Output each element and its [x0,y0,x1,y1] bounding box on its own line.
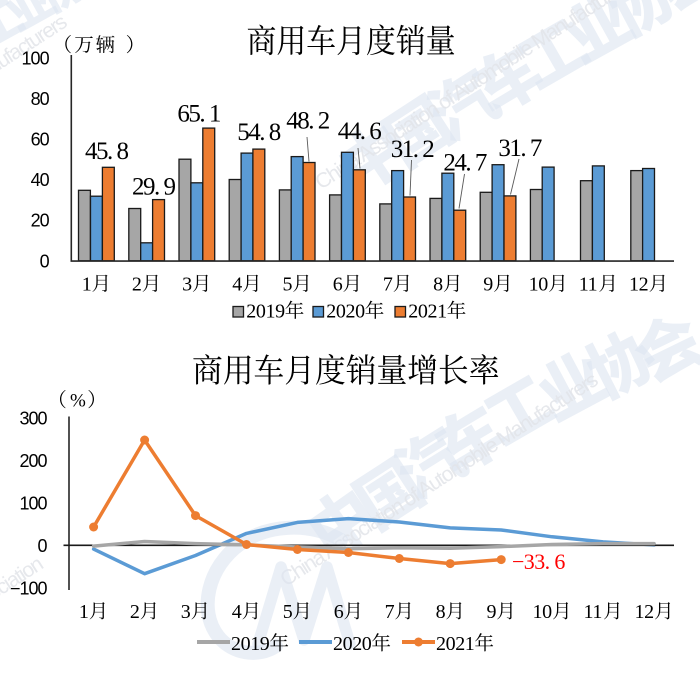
svg-text:5: 5 [283,601,293,623]
svg-text:−33. 6: −33. 6 [512,549,565,574]
svg-text:31. 7: 31. 7 [498,135,542,162]
svg-text:54. 8: 54. 8 [237,119,281,146]
svg-text:100: 100 [22,48,50,68]
svg-text:10: 10 [529,274,549,296]
svg-text:2019: 2019 [231,633,270,655]
svg-text:%: % [70,391,86,412]
svg-text:11: 11 [579,274,597,296]
svg-text:4: 4 [232,601,242,623]
svg-text:7: 7 [385,601,395,623]
svg-text:20: 20 [31,211,50,231]
svg-text:100: 100 [19,493,47,513]
svg-text:3: 3 [181,601,191,623]
svg-text:200: 200 [19,451,47,471]
svg-text:300: 300 [19,409,47,429]
svg-text:3: 3 [182,274,192,296]
svg-text:60: 60 [31,130,50,150]
svg-text:8: 8 [433,274,443,296]
svg-text:24. 7: 24. 7 [443,149,487,176]
svg-text:2020: 2020 [326,301,365,323]
svg-text:65. 1: 65. 1 [177,100,220,127]
svg-text:2021: 2021 [408,301,446,323]
svg-text:31. 2: 31. 2 [391,136,435,163]
svg-text:9: 9 [483,274,493,296]
svg-text:0: 0 [40,251,50,271]
svg-text:−100: −100 [10,578,48,598]
svg-text:2: 2 [132,274,142,296]
svg-text:10: 10 [533,601,553,623]
svg-text:44. 6: 44. 6 [338,118,382,145]
svg-text:6: 6 [334,601,344,623]
svg-text:48. 2: 48. 2 [286,108,330,135]
svg-text:12: 12 [635,601,654,623]
svg-text:5: 5 [283,274,293,296]
svg-text:4: 4 [232,274,242,296]
svg-text:2019: 2019 [246,301,285,323]
svg-text:7: 7 [383,274,393,296]
svg-text:80: 80 [31,89,50,109]
svg-text:0: 0 [37,536,47,556]
svg-text:6: 6 [333,274,343,296]
svg-text:8: 8 [436,601,446,623]
svg-text:1: 1 [79,601,89,623]
svg-text:1: 1 [82,274,92,296]
svg-text:2021: 2021 [436,633,474,655]
svg-text:29. 9: 29. 9 [132,174,176,201]
svg-text:40: 40 [31,170,50,190]
svg-text:45. 8: 45. 8 [85,138,129,165]
svg-text:2020: 2020 [333,633,372,655]
svg-text:12: 12 [629,274,648,296]
svg-text:11: 11 [584,601,602,623]
svg-text:9: 9 [487,601,497,623]
svg-text:2: 2 [130,601,140,623]
